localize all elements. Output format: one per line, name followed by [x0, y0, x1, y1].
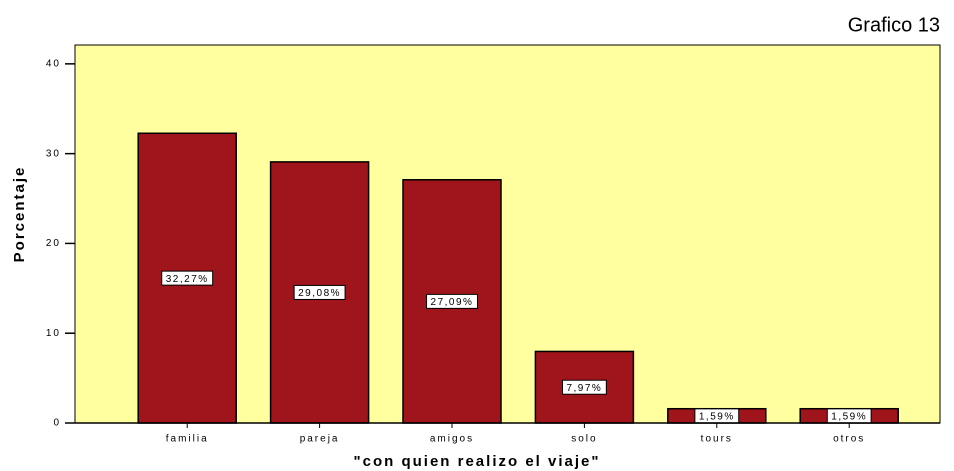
x-tick-label: otros	[833, 434, 865, 445]
y-axis-label: Porcentaje	[11, 166, 28, 263]
chart-title: Grafico 13	[848, 14, 940, 36]
value-label: 32,27%	[166, 274, 209, 285]
value-label: 27,09%	[431, 297, 474, 308]
y-tick-label: 30	[46, 148, 61, 159]
x-tick-label: solo	[571, 434, 597, 445]
value-label-box	[293, 284, 346, 300]
y-tick-label: 10	[46, 328, 61, 339]
y-tick-label: 40	[46, 58, 61, 69]
x-axis-label: "con quien realizo el viaje"	[354, 453, 601, 470]
value-label: 29,08%	[298, 288, 341, 299]
x-tick-label: familia	[166, 434, 209, 445]
value-label: 1,59%	[699, 412, 735, 423]
value-label-box	[161, 270, 214, 286]
x-tick-label: pareja	[300, 434, 340, 445]
x-tick-label: amigos	[430, 434, 474, 445]
y-tick-label: 0	[53, 418, 61, 429]
value-label-box	[426, 293, 478, 309]
value-label: 1,59%	[831, 412, 867, 423]
value-label-box	[561, 379, 607, 395]
x-tick-label: tours	[701, 434, 733, 445]
y-tick-label: 20	[46, 238, 61, 249]
value-label: 7,97%	[566, 383, 602, 394]
